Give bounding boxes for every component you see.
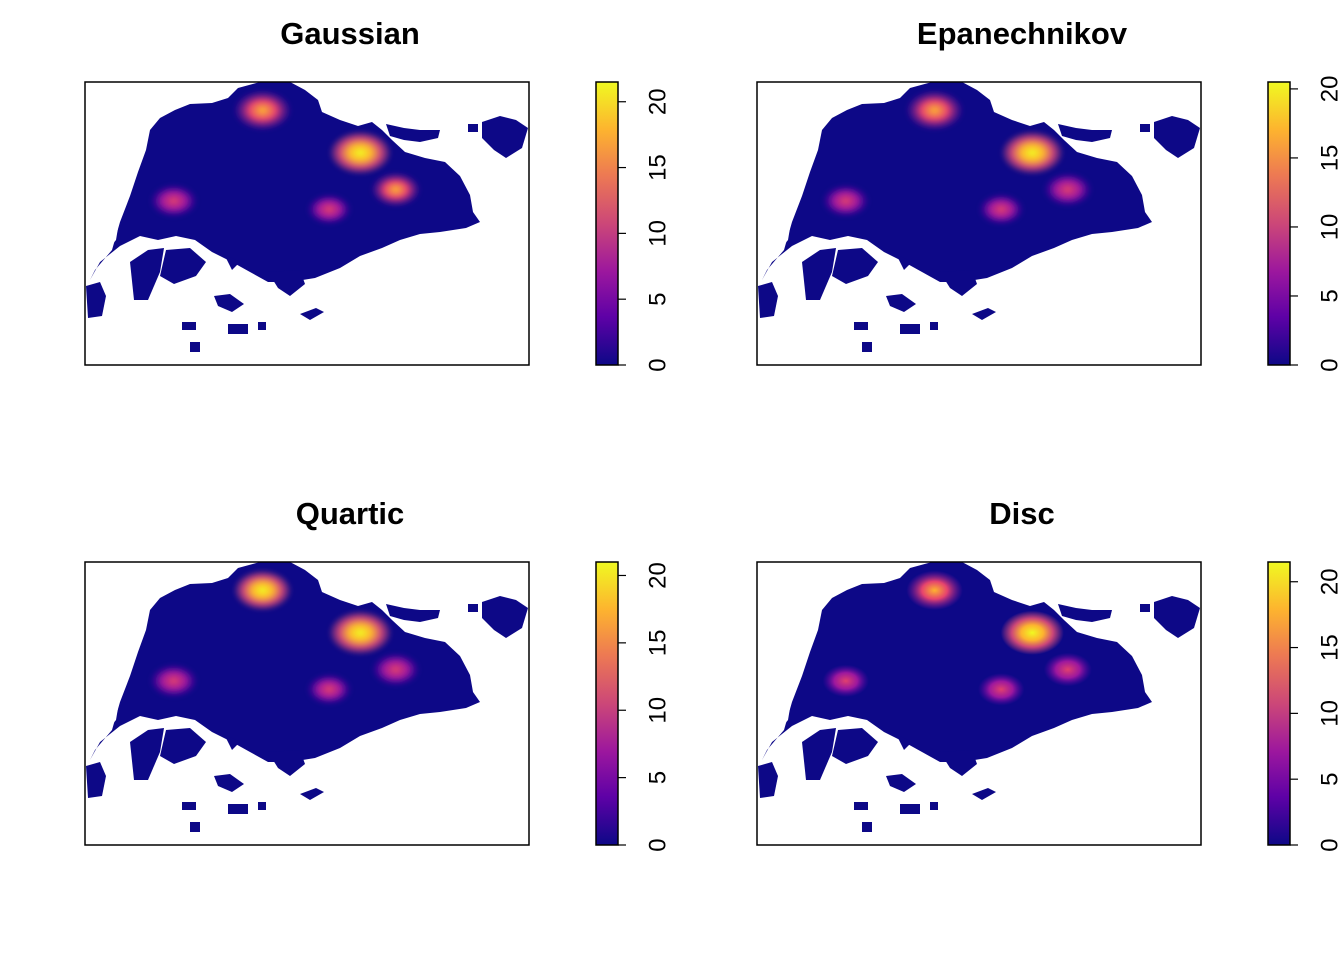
plot-frame [756,81,1202,366]
land-mask [758,82,1200,352]
legend-tick-label: 20 [1317,76,1344,103]
panel-gaussian: Gaussian 0 5 10 15 20 [84,16,672,372]
color-legend: 0 5 10 15 20 [1267,76,1344,372]
hotspot-west [822,184,870,218]
legend-tick-label: 15 [645,630,672,657]
hotspot-north-east [1000,130,1064,175]
legend-tick-label: 0 [645,358,672,371]
hotspot-north-east [1000,610,1064,655]
color-legend: 0 5 10 15 20 [595,561,672,852]
legend-tick-label: 15 [1317,634,1344,661]
panel-title: Gaussian [280,16,420,51]
panel-title: Disc [989,496,1054,531]
legend-tick-label: 10 [645,697,672,724]
color-legend: 0 5 10 15 20 [1267,561,1344,852]
hotspot-central [306,193,352,226]
hotspot-west [822,664,870,698]
plot-frame [84,81,530,366]
legend-ticks: 0 5 10 15 20 [1290,568,1344,852]
legend-tick-label: 5 [1317,289,1344,302]
hotspot-north [905,90,964,131]
legend-tick-label: 5 [1317,773,1344,786]
legend-ticks: 0 5 10 15 20 [1290,76,1344,372]
hotspot-layer [822,570,1092,706]
hotspot-east [371,652,421,687]
hotspot-north [233,89,292,131]
density-map [86,562,528,832]
legend-tick-label: 20 [645,88,672,115]
legend-tick-label: 15 [1317,145,1344,172]
hotspot-north [906,570,963,611]
hotspot-central [978,193,1024,226]
land-mask [86,82,528,352]
density-map [86,82,528,352]
hotspot-east [1043,172,1093,207]
panel-title: Quartic [296,496,405,531]
hotspot-west [149,184,198,218]
legend-tick-label: 0 [1317,358,1344,371]
legend-colorbar [1267,561,1291,846]
panel-epanechnikov: Epanechnikov 0 5 10 15 20 [756,16,1344,372]
hotspot-layer [822,90,1093,226]
plot-frame [756,561,1202,846]
legend-tick-label: 10 [645,220,672,247]
hotspot-north-east [328,130,392,175]
legend-tick-label: 15 [645,154,672,181]
legend-tick-label: 10 [1317,700,1344,727]
legend-tick-label: 0 [645,838,672,851]
hotspot-north-east [328,610,393,656]
hotspot-layer [149,89,421,226]
hotspot-north [233,569,293,611]
legend-tick-label: 20 [1317,568,1344,595]
land-mask [86,562,528,832]
land-mask [758,562,1200,832]
hotspot-layer [149,569,421,706]
hotspot-west [149,663,199,698]
hotspot-central [306,673,352,706]
legend-colorbar [595,81,619,366]
panel-title: Epanechnikov [917,16,1128,51]
panel-disc: Disc 0 5 10 15 20 [756,496,1344,852]
color-legend: 0 5 10 15 20 [595,81,672,372]
density-map [758,82,1200,352]
hotspot-east [370,172,421,207]
plot-frame [84,561,530,846]
panel-quartic: Quartic 0 5 10 15 20 [84,496,672,852]
legend-colorbar [1267,81,1291,366]
legend-tick-label: 5 [645,293,672,306]
hotspot-central [977,673,1025,706]
legend-colorbar [595,561,619,846]
hotspot-east [1043,652,1092,687]
legend-ticks: 0 5 10 15 20 [618,562,672,852]
legend-ticks: 0 5 10 15 20 [618,88,672,372]
legend-tick-label: 0 [1317,838,1344,851]
density-map [758,562,1200,832]
legend-tick-label: 20 [645,562,672,589]
legend-tick-label: 10 [1317,214,1344,241]
legend-tick-label: 5 [645,771,672,784]
